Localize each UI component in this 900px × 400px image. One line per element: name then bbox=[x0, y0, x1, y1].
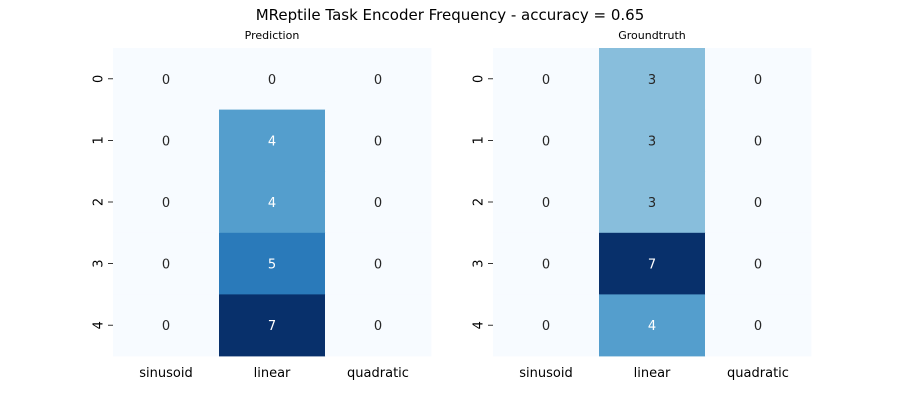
y-tick-label: 4 bbox=[472, 321, 487, 329]
y-tick-label: 3 bbox=[92, 259, 107, 267]
figure-suptitle: MReptile Task Encoder Frequency - accura… bbox=[256, 6, 645, 24]
heatmap-cell bbox=[113, 109, 220, 172]
cell-value-label: 0 bbox=[754, 319, 762, 334]
cell-value-label: 0 bbox=[162, 73, 170, 88]
x-tick-label: linear bbox=[254, 366, 291, 381]
cell-value-label: 0 bbox=[162, 319, 170, 334]
heatmap-cell bbox=[325, 109, 432, 172]
heatmap-panel-prediction: Prediction 0 0 0 0 4 0 0 4 0 0 5 0 0 7 0 sinusoid linear q… bbox=[92, 29, 432, 381]
cell-value-label: 4 bbox=[268, 196, 276, 211]
x-tick-label: linear bbox=[634, 366, 671, 381]
x-tick-label: sinusoid bbox=[139, 366, 192, 381]
cell-value-label: 0 bbox=[374, 196, 382, 211]
y-tick-label: 1 bbox=[92, 136, 107, 144]
y-tick-label: 1 bbox=[472, 136, 487, 144]
y-tick-label: 0 bbox=[92, 75, 107, 83]
heatmap-cell bbox=[599, 232, 706, 295]
cell-value-label: 0 bbox=[754, 134, 762, 149]
cell-value-label: 0 bbox=[754, 258, 762, 273]
heatmap-cell bbox=[325, 48, 432, 110]
heatmap-cell bbox=[599, 48, 706, 110]
cell-value-label: 0 bbox=[374, 319, 382, 334]
y-tick-label: 4 bbox=[92, 321, 107, 329]
cell-value-label: 0 bbox=[754, 73, 762, 88]
heatmap-cell bbox=[705, 48, 812, 110]
cell-value-label: 7 bbox=[648, 258, 656, 273]
cell-value-label: 0 bbox=[162, 196, 170, 211]
heatmap-cell bbox=[325, 171, 432, 234]
y-tick-label: 2 bbox=[472, 198, 487, 206]
cell-value-label: 0 bbox=[374, 134, 382, 149]
cell-value-label: 0 bbox=[162, 134, 170, 149]
cell-value-label: 3 bbox=[648, 196, 656, 211]
x-tick-label: quadratic bbox=[347, 366, 409, 381]
cell-value-label: 0 bbox=[542, 319, 550, 334]
heatmap-cell bbox=[493, 294, 600, 357]
heatmap-cell bbox=[493, 171, 600, 234]
cell-value-label: 7 bbox=[268, 319, 276, 334]
cell-value-label: 0 bbox=[542, 196, 550, 211]
heatmap-cell bbox=[219, 294, 326, 357]
x-tick-label: sinusoid bbox=[519, 366, 572, 381]
cell-value-label: 3 bbox=[648, 134, 656, 149]
heatmap-cell bbox=[493, 109, 600, 172]
heatmap-cell bbox=[493, 48, 600, 110]
heatmap-cell bbox=[705, 294, 812, 357]
heatmap-cell bbox=[325, 294, 432, 357]
y-tick-label: 0 bbox=[472, 75, 487, 83]
cell-value-label: 0 bbox=[162, 258, 170, 273]
cell-value-label: 3 bbox=[648, 73, 656, 88]
heatmap-cell bbox=[113, 171, 220, 234]
heatmap-cell bbox=[219, 171, 326, 234]
heatmap-cell bbox=[705, 109, 812, 172]
heatmap-cell bbox=[219, 109, 326, 172]
cell-value-label: 0 bbox=[754, 196, 762, 211]
heatmap-cell bbox=[113, 232, 220, 295]
cell-value-label: 5 bbox=[268, 258, 276, 273]
heatmap-cell bbox=[599, 294, 706, 357]
cell-value-label: 0 bbox=[374, 258, 382, 273]
cell-value-label: 0 bbox=[268, 73, 276, 88]
cell-value-label: 4 bbox=[648, 319, 656, 334]
heatmap-cell bbox=[325, 232, 432, 295]
heatmap-cell bbox=[493, 232, 600, 295]
cell-value-label: 0 bbox=[542, 134, 550, 149]
x-tick-label: quadratic bbox=[727, 366, 789, 381]
heatmap-cell bbox=[113, 294, 220, 357]
cell-value-label: 0 bbox=[542, 73, 550, 88]
heatmap-cell bbox=[599, 109, 706, 172]
cell-value-label: 0 bbox=[374, 73, 382, 88]
heatmap-cell bbox=[705, 232, 812, 295]
y-tick-label: 2 bbox=[92, 198, 107, 206]
heatmap-cell bbox=[113, 48, 220, 110]
cell-value-label: 0 bbox=[542, 258, 550, 273]
panel-title: Groundtruth bbox=[618, 29, 686, 42]
heatmap-cell bbox=[599, 171, 706, 234]
cell-value-label: 4 bbox=[268, 134, 276, 149]
heatmap-cell bbox=[705, 171, 812, 234]
panel-title: Prediction bbox=[245, 29, 300, 42]
heatmap-panel-groundtruth: Groundtruth 0 3 0 0 3 0 0 3 0 0 7 0 0 4 0 sinusoid linear… bbox=[472, 29, 812, 381]
heatmap-cell bbox=[219, 48, 326, 110]
y-tick-label: 3 bbox=[472, 259, 487, 267]
heatmap-cell bbox=[219, 232, 326, 295]
